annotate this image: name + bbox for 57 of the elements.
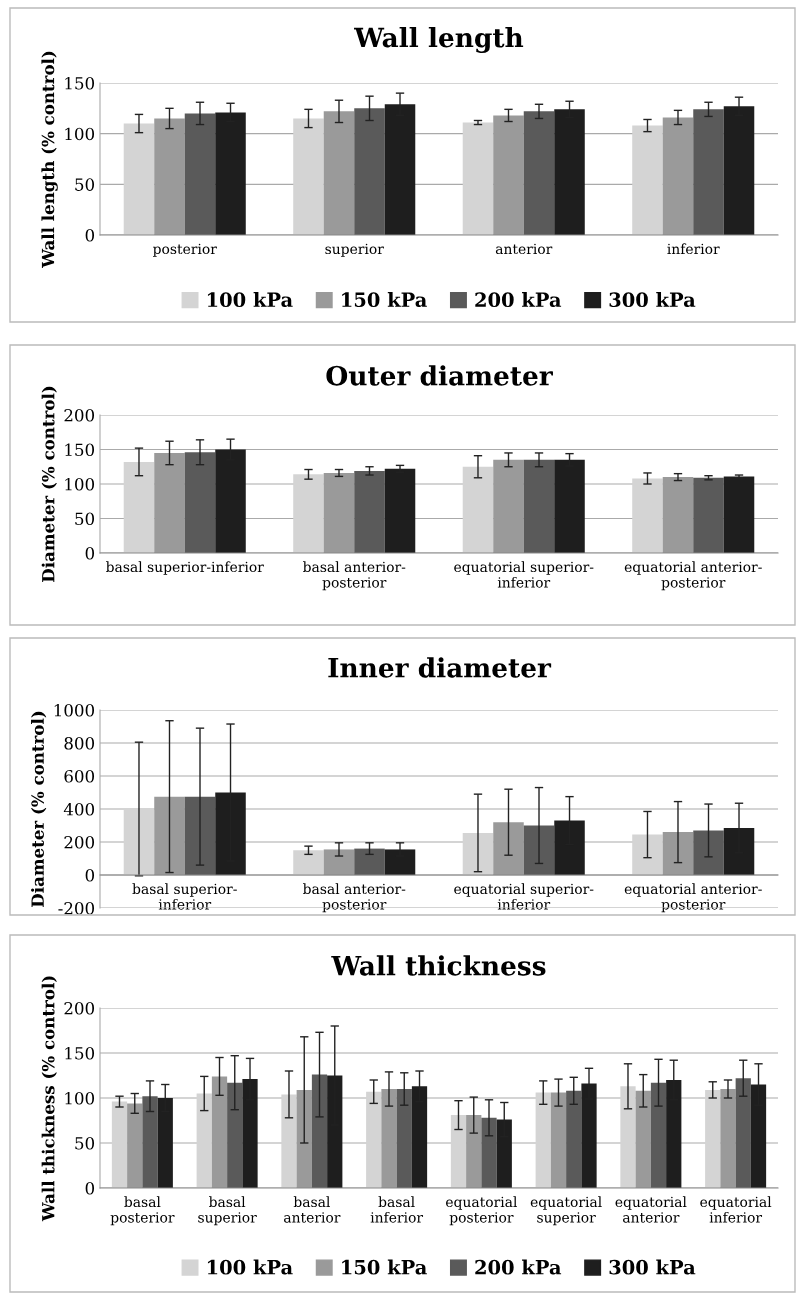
y-tick-label: 200: [64, 835, 95, 849]
y-tick-label: 150: [65, 443, 95, 457]
x-tick-label: inferior: [667, 243, 720, 255]
x-tick-label: basal inferior: [370, 1196, 424, 1223]
legend-label: 100 kPa: [207, 292, 293, 308]
y-axis-title: Diameter (% control): [31, 711, 47, 907]
x-tick-label: posterior: [153, 243, 217, 257]
x-tick-label: equatorial superior- inferior: [454, 561, 594, 588]
y-axis-title: Wall length (% control): [41, 51, 58, 268]
y-tick-label: -200: [58, 901, 95, 915]
x-tick-label: basal superior- inferior: [132, 883, 237, 910]
y-tick-label: 50: [75, 512, 95, 526]
y-tick-label: 1000: [54, 703, 95, 717]
x-tick-label: equatorial anterior- posterior: [624, 561, 762, 591]
x-tick-label: basal anterior- posterior: [303, 883, 406, 913]
x-tick-label: equatorial posterior: [446, 1196, 517, 1226]
y-tick-label: 100: [65, 477, 95, 491]
y-axis-title: Diameter (% control): [41, 386, 57, 582]
x-tick-label: anterior: [495, 243, 553, 255]
y-tick-label: 400: [63, 802, 95, 816]
x-tick-label: equatorial anterior- posterior: [624, 883, 762, 913]
y-tick-label: 0: [85, 546, 95, 560]
x-tick-label: basal posterior: [110, 1196, 175, 1226]
chart-title: Wall length: [354, 27, 524, 53]
legend-label: 200 kPa: [475, 292, 562, 308]
legend-label: 200 kPa: [475, 1259, 562, 1275]
y-tick-label: 150: [65, 76, 95, 90]
y-tick-label: 0: [85, 1181, 95, 1195]
y-tick-label: 150: [65, 1046, 95, 1060]
legend-label: 300 kPa: [609, 1259, 696, 1275]
legend-label: 100 kPa: [207, 1259, 293, 1275]
y-tick-label: 200: [64, 408, 95, 422]
y-tick-label: 0: [85, 868, 95, 882]
y-tick-label: 50: [75, 178, 95, 191]
y-tick-label: 50: [75, 1136, 95, 1150]
y-axis-title: Wall thickness (% control): [41, 976, 57, 1222]
x-tick-label: equatorial anterior: [615, 1196, 687, 1223]
legend-label: 150 kPa: [342, 292, 427, 308]
x-tick-label: basal anterior: [284, 1196, 341, 1223]
x-tick-label: basal anterior- posterior: [303, 561, 406, 591]
y-tick-label: 600: [64, 769, 95, 783]
y-tick-label: 100: [65, 127, 95, 141]
x-tick-label: equatorial superior: [530, 1196, 602, 1226]
chart-title: Wall thickness: [331, 955, 546, 976]
x-tick-label: superior: [325, 243, 384, 257]
x-tick-label: equatorial inferior: [700, 1196, 772, 1223]
y-tick-label: 200: [64, 1001, 95, 1015]
y-tick-label: 100: [65, 1091, 95, 1105]
chart-title: Outer diameter: [326, 365, 553, 386]
y-tick-label: 0: [85, 228, 95, 242]
x-tick-label: equatorial superior- inferior: [454, 883, 594, 910]
chart-title: Inner diameter: [328, 657, 552, 678]
y-tick-label: 800: [64, 736, 95, 750]
x-tick-label: basal superior: [198, 1196, 257, 1226]
legend-label: 300 kPa: [609, 292, 696, 308]
x-tick-label: basal superior-inferior: [106, 561, 264, 575]
legend-label: 150 kPa: [342, 1259, 427, 1275]
